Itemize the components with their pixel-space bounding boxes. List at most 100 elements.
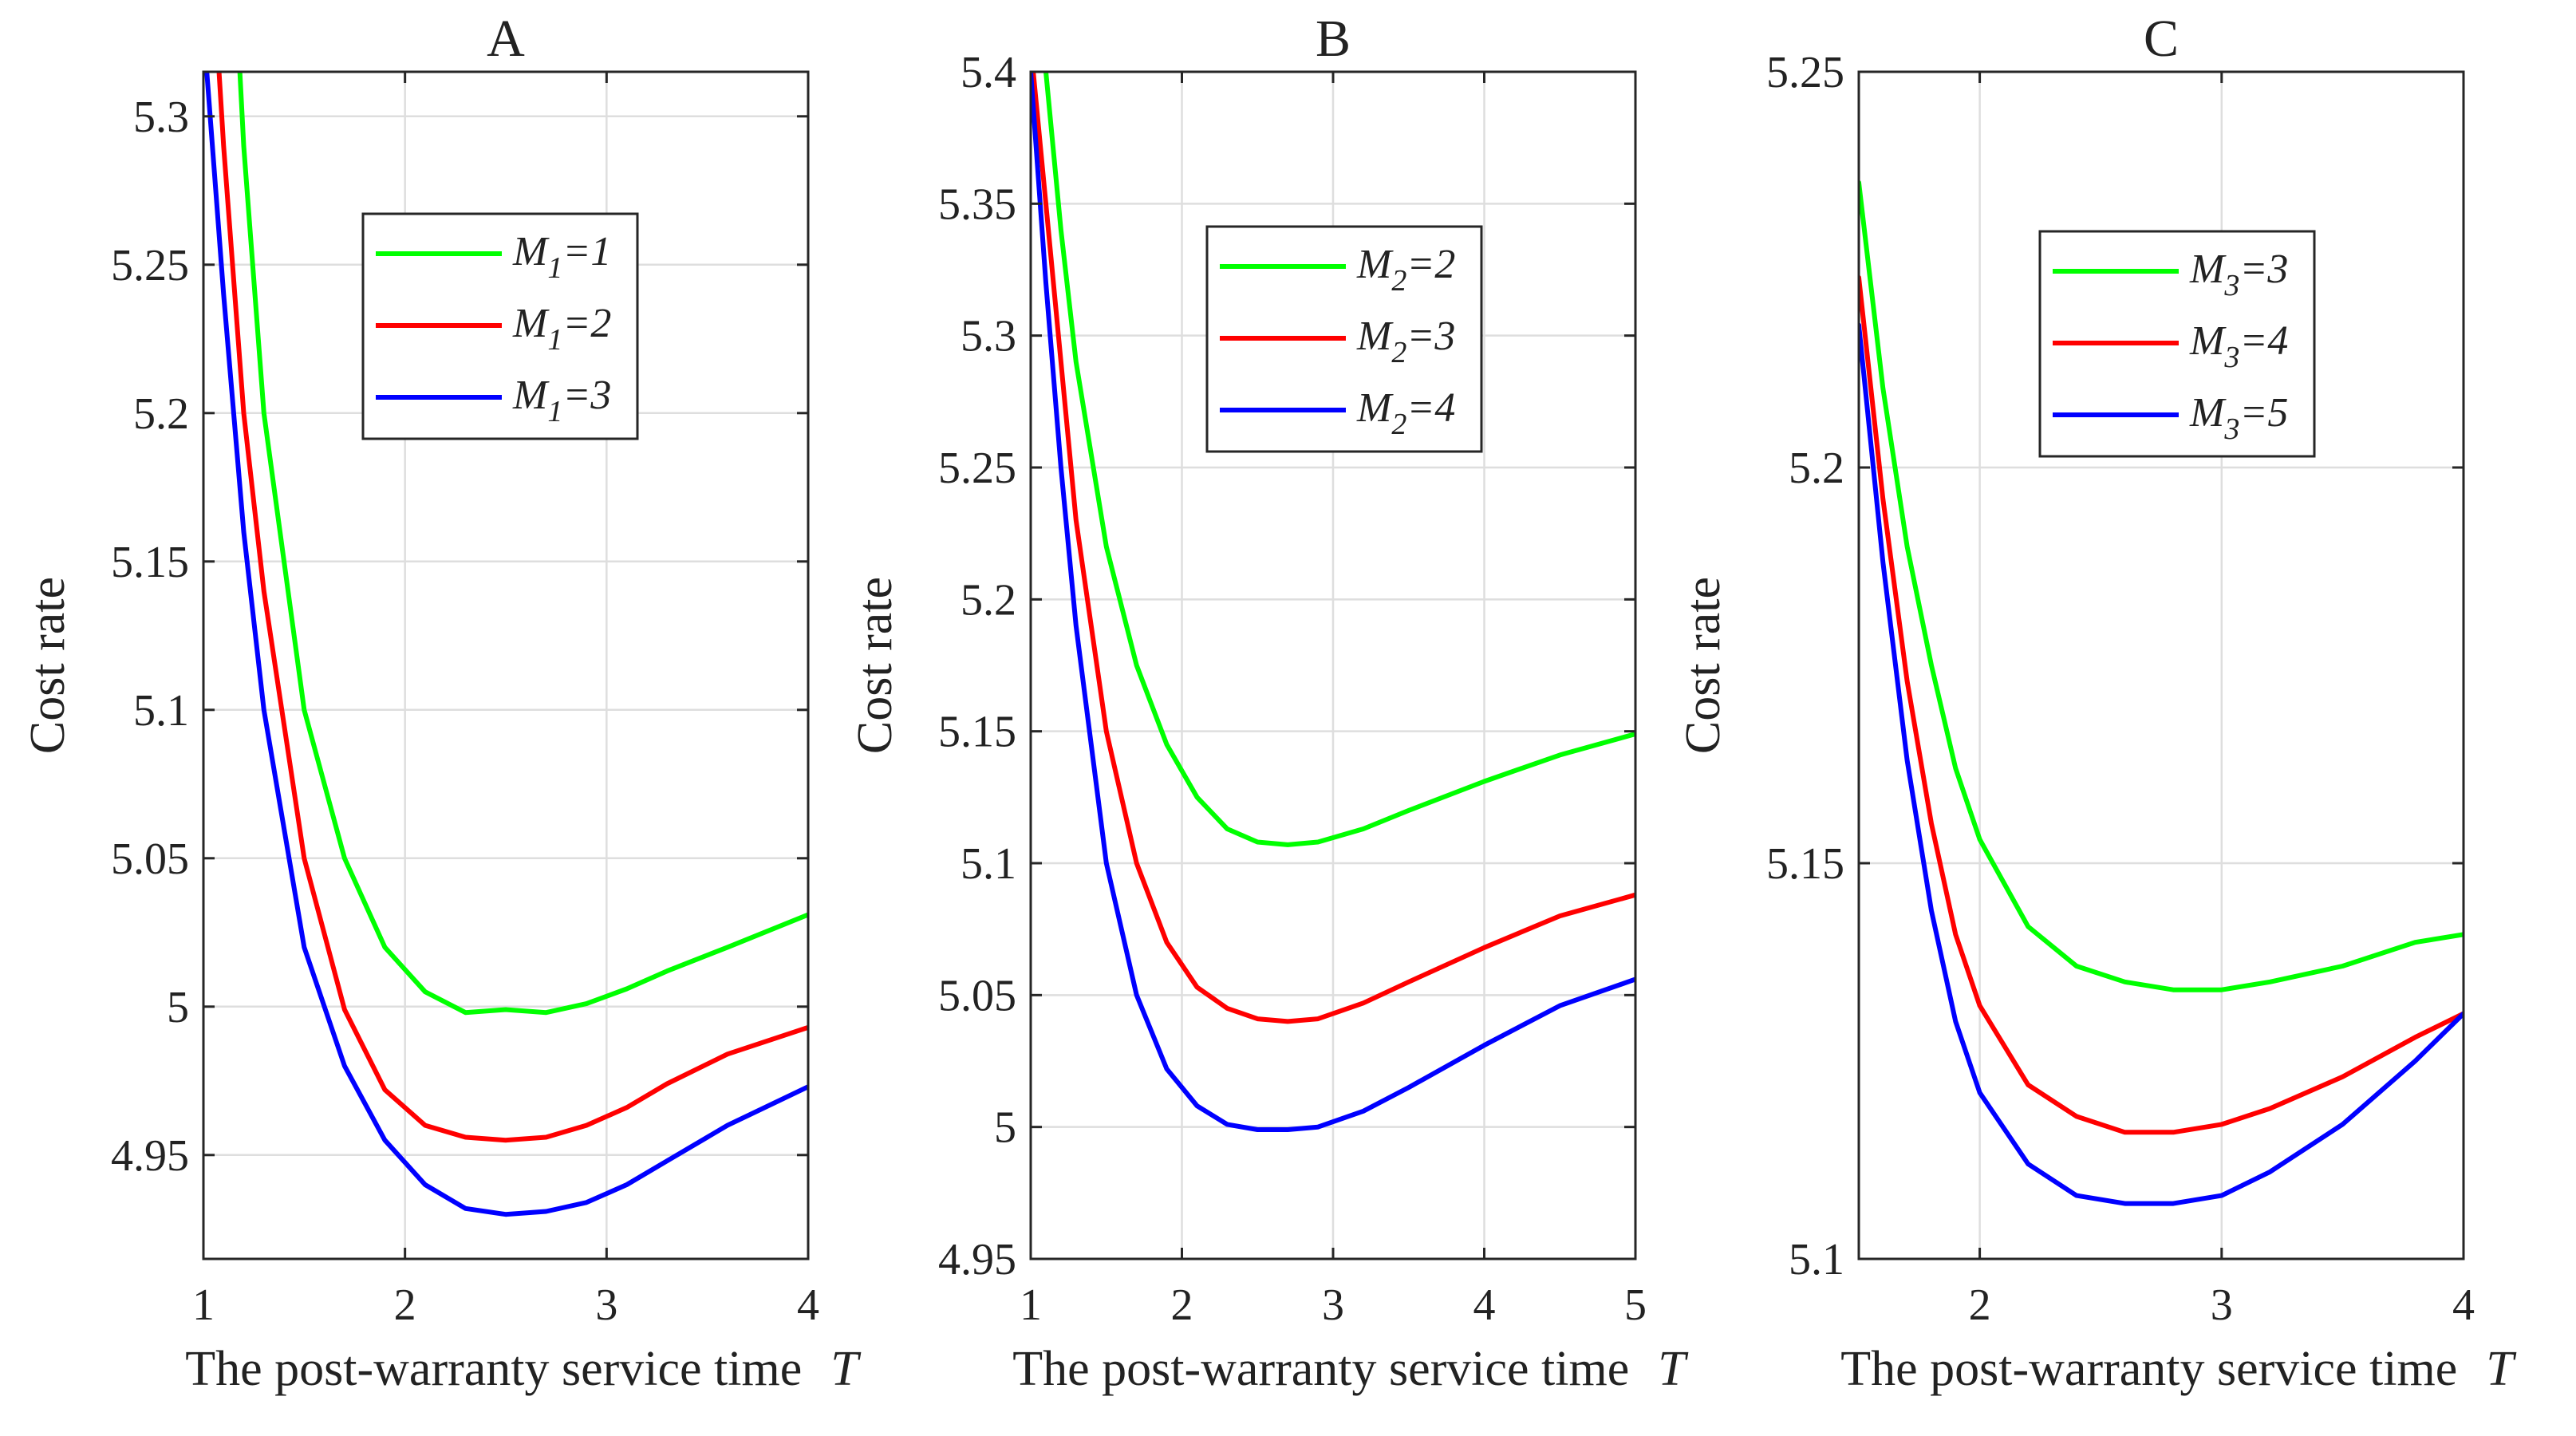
x-tick-label: 4 xyxy=(2452,1280,2475,1330)
legend-label: M1=1 xyxy=(512,229,611,285)
y-tick-label: 5.4 xyxy=(961,48,1016,97)
panel-title: B xyxy=(1316,10,1351,68)
legend-label-main: M xyxy=(512,373,550,418)
legend-label-sub: 1 xyxy=(547,395,562,428)
y-tick-label: 5.1 xyxy=(133,686,189,736)
x-tick-label: 2 xyxy=(394,1280,416,1330)
y-tick-label: 5 xyxy=(994,1103,1016,1153)
legend-label-sub: 2 xyxy=(1391,336,1406,369)
legend-label-sub: 1 xyxy=(547,251,562,285)
legend-label-rest: =3 xyxy=(2239,247,2288,292)
legend-label-rest: =2 xyxy=(562,301,611,346)
x-tick-label: 3 xyxy=(1322,1280,1344,1330)
x-tick-label: 1 xyxy=(1020,1280,1042,1330)
legend-label-main: M xyxy=(2189,390,2227,436)
series-line-m3-5 xyxy=(1859,322,2464,1206)
x-tick-label: 3 xyxy=(595,1280,617,1330)
legend-label-sub: 3 xyxy=(2223,412,2239,446)
y-tick-label: 4.95 xyxy=(938,1235,1016,1284)
legend-label-main: M xyxy=(512,229,550,274)
legend-label: M2=3 xyxy=(1356,314,1455,369)
legend-label-sub: 2 xyxy=(1391,264,1406,298)
series-group xyxy=(204,72,808,1217)
y-tick-label: 5.25 xyxy=(1766,48,1844,97)
legend-label: M1=3 xyxy=(512,373,611,428)
legend-label: M3=5 xyxy=(2189,390,2288,446)
legend-label-main: M xyxy=(1356,242,1394,287)
y-tick-label: 5 xyxy=(167,983,189,1032)
series-line-m1-2 xyxy=(216,72,808,1143)
x-tick-label: 1 xyxy=(192,1280,215,1330)
series-line-m1-1 xyxy=(237,72,808,1016)
y-axis-label: Cost rate xyxy=(1676,577,1730,754)
y-axis-label: Cost rate xyxy=(848,577,902,754)
x-axis-label: The post-warranty service time T xyxy=(1012,1342,1689,1396)
legend-label-rest: =3 xyxy=(1406,314,1455,359)
y-tick-label: 5.35 xyxy=(938,180,1016,229)
x-tick-label: 2 xyxy=(1969,1280,1991,1330)
panel-title: C xyxy=(2144,10,2179,68)
legend-label-main: M xyxy=(1356,314,1394,359)
legend-label-rest: =4 xyxy=(2239,318,2288,364)
legend-label-rest: =1 xyxy=(562,229,611,274)
series-line-m3-3 xyxy=(1859,180,2464,992)
axes-box xyxy=(202,70,810,1260)
legend-label-main: M xyxy=(2189,318,2227,364)
series-line-m3-4 xyxy=(1859,274,2464,1135)
legend-label: M3=4 xyxy=(2189,318,2288,374)
series-group xyxy=(1031,72,1635,1132)
series-line-m2-2 xyxy=(1043,72,1635,847)
y-tick-label: 5.05 xyxy=(111,834,189,884)
legend-label-sub: 2 xyxy=(1391,408,1406,441)
y-tick-label: 5.3 xyxy=(961,312,1016,361)
legend-label: M3=3 xyxy=(2189,247,2288,302)
y-tick-label: 5.25 xyxy=(111,241,189,290)
legend-label-main: M xyxy=(512,301,550,346)
y-tick-label: 5.2 xyxy=(961,575,1016,625)
x-axis-label-text: The post-warranty service time xyxy=(185,1342,802,1396)
y-tick-label: 5.05 xyxy=(938,971,1016,1020)
x-tick-label: 4 xyxy=(1473,1280,1496,1330)
legend-label: M1=2 xyxy=(512,301,611,357)
x-axis-label: The post-warranty service time T xyxy=(185,1342,862,1396)
y-tick-label: 5.15 xyxy=(938,708,1016,757)
legend-label-rest: =2 xyxy=(1406,242,1455,287)
legend-label-rest: =4 xyxy=(1406,385,1455,431)
y-tick-label: 4.95 xyxy=(111,1131,189,1181)
legend-label: M2=2 xyxy=(1356,242,1455,298)
x-axis-label-symbol: T xyxy=(830,1342,862,1396)
x-axis-label-text: The post-warranty service time xyxy=(1840,1342,2457,1396)
y-tick-label: 5.2 xyxy=(1789,444,1844,493)
x-axis-label-text: The post-warranty service time xyxy=(1012,1342,1629,1396)
y-tick-label: 5.3 xyxy=(133,93,189,142)
y-tick-label: 5.1 xyxy=(1789,1235,1844,1284)
y-tick-label: 5.15 xyxy=(111,538,189,587)
x-tick-label: 5 xyxy=(1624,1280,1647,1330)
series-group xyxy=(1859,180,2464,1206)
x-tick-label: 3 xyxy=(2211,1280,2233,1330)
panel-c: 2 3 4 5.1 5.15 5.2 5.25 C Cost rate The post-warr… xyxy=(1676,10,2517,1396)
legend: M3=3M3=4M3=5 xyxy=(2038,230,2316,458)
legend-label-rest: =3 xyxy=(562,373,611,418)
legend: M1=1M1=2M1=3 xyxy=(361,212,639,440)
legend-label-main: M xyxy=(1356,385,1394,431)
x-axis-label-symbol: T xyxy=(2486,1342,2517,1396)
y-tick-label: 5.25 xyxy=(938,444,1016,493)
x-axis-label-symbol: T xyxy=(1658,1342,1689,1396)
legend-label: M2=4 xyxy=(1356,385,1455,441)
legend-label-sub: 3 xyxy=(2223,341,2239,374)
legend-label-sub: 1 xyxy=(547,323,562,357)
y-axis-label: Cost rate xyxy=(21,577,75,754)
series-line-m2-3 xyxy=(1031,72,1635,1024)
y-tick-label: 5.1 xyxy=(961,839,1016,889)
panel-b: 1 2 3 4 5 4.95 5 5.05 5.1 5.15 5.2 5.25 5.3 5.35 5.4 B C… xyxy=(848,10,1689,1396)
panel-title: A xyxy=(487,10,525,68)
y-tick-label: 5.2 xyxy=(133,389,189,439)
legend-label-main: M xyxy=(2189,247,2227,292)
legend-label-sub: 3 xyxy=(2223,269,2239,302)
x-axis-label: The post-warranty service time T xyxy=(1840,1342,2517,1396)
x-tick-label: 2 xyxy=(1171,1280,1193,1330)
x-tick-label: 4 xyxy=(797,1280,819,1330)
panel-a: 1 2 3 4 4.95 5 5.05 5.1 5.15 5.2 5.25 5.3 A Cost rate… xyxy=(21,10,862,1396)
